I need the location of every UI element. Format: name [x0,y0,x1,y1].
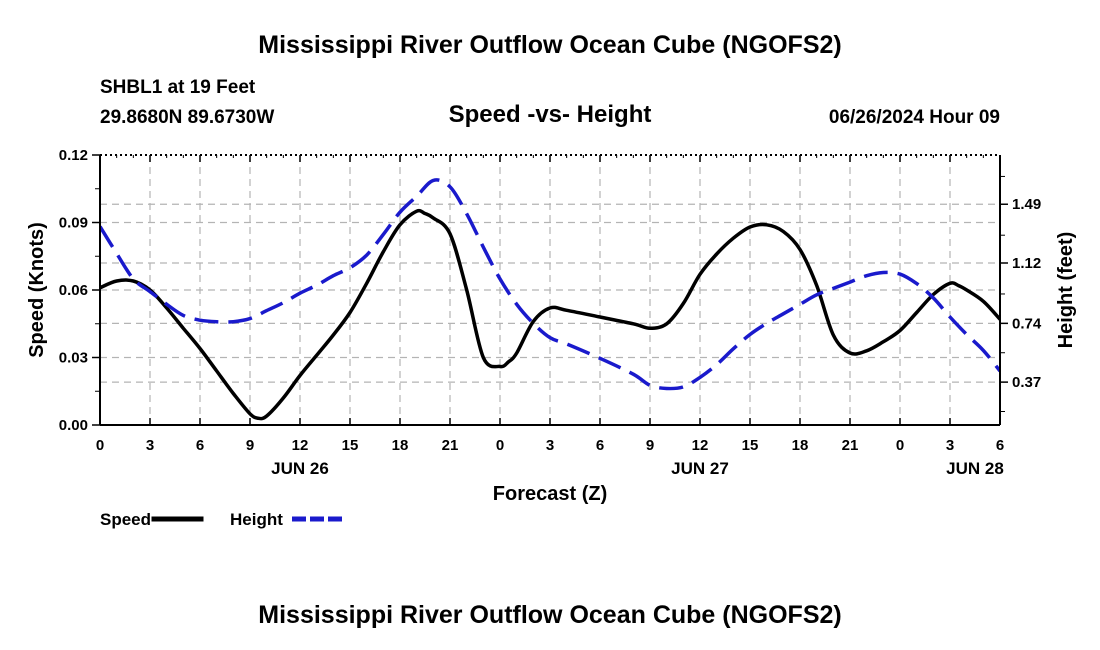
x-tick-label: 18 [392,437,409,454]
series-line-height [100,178,1000,391]
x-axis-label: Forecast (Z) [493,483,607,505]
date-label: JUN 27 [671,459,729,478]
legend-label-height: Height [230,510,283,529]
y2-tick-label: 1.49 [1012,196,1041,213]
grid [100,155,1000,425]
x-tick-label: 12 [292,437,309,454]
x-tick-label: 21 [442,437,459,454]
legend-label-speed: Speed [100,510,151,529]
x-tick-label: 15 [342,437,359,454]
y-tick-label: 0.09 [59,215,88,232]
axes [92,154,1008,426]
y-tick-label: 0.00 [59,417,88,434]
x-tick-label: 6 [196,437,204,454]
x-tick-label: 0 [496,437,504,454]
y-tick-label: 0.06 [59,282,88,299]
series-line-speed [100,208,1000,421]
x-tick-label: 3 [546,437,554,454]
x-tick-label: 3 [146,437,154,454]
y-tick-label: 0.12 [59,147,88,164]
x-tick-label: 9 [246,437,254,454]
legend: Speed Height [100,510,344,529]
y2-tick-label: 0.74 [1012,315,1042,332]
y2-tick-label: 0.37 [1012,374,1041,391]
series-layer [100,178,1000,421]
x-tick-label: 18 [792,437,809,454]
page-title: Mississippi River Outflow Ocean Cube (NG… [258,31,842,59]
y-axis-label: Speed (Knots) [26,222,48,358]
x-tick-label: 12 [692,437,709,454]
forecast-datetime: 06/26/2024 Hour 09 [828,107,1000,128]
y-tick-label: 0.03 [59,350,88,367]
x-tick-label: 9 [646,437,654,454]
x-tick-label: 6 [996,437,1004,454]
page-title-repeat: Mississippi River Outflow Ocean Cube (NG… [258,601,842,629]
x-tick-label: 3 [946,437,954,454]
station-label: SHBL1 at 19 Feet [100,77,256,98]
x-tick-label: 0 [896,437,904,454]
chart-title: Speed -vs- Height [448,101,652,128]
date-label: JUN 26 [271,459,329,478]
station-coordinates: 29.8680N 89.6730W [100,107,275,128]
x-tick-label: 0 [96,437,104,454]
x-tick-label: 6 [596,437,604,454]
tick-labels: 0 3 6 9 12 15 18 21 0 3 6 9 12 15 18 21 0 3 6 0.00 0.03 0.06 0… [59,147,1042,478]
x-tick-label: 21 [842,437,859,454]
date-label: JUN 28 [946,459,1004,478]
x-tick-label: 15 [742,437,759,454]
y2-tick-label: 1.12 [1012,255,1041,272]
y2-axis-label: Height (feet) [1055,232,1077,349]
